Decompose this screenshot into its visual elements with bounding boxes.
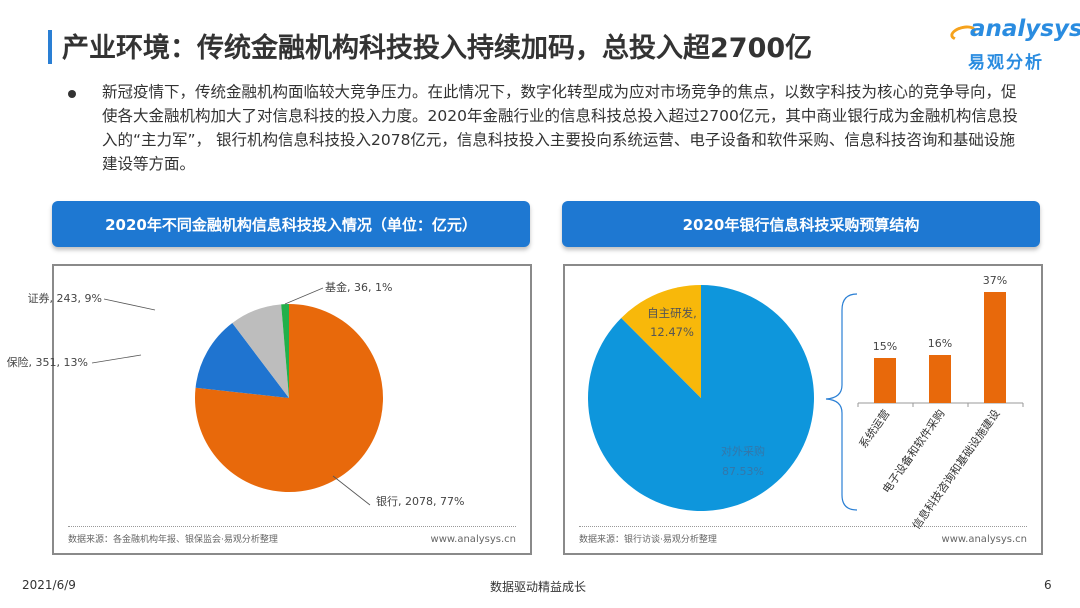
intro-paragraph: 新冠疫情下，传统金融机构面临较大竞争压力。在此情况下，数字化转型成为应对市场竞争… [102, 83, 1018, 173]
logo-text-en: analysys [970, 16, 1080, 42]
source-url: www.analysys.cn [941, 534, 1027, 545]
left-chart-header: 2020年不同金融机构信息科技投入情况（单位：亿元） [52, 201, 530, 247]
institution-slice-保险 [195, 323, 289, 398]
pie-label-对外采购: 87.53% [722, 465, 764, 478]
bar-电子设备和软件采购 [929, 355, 951, 403]
pie-label-证券: 证券, 243, 9% [28, 291, 102, 305]
bar-value-label: 15% [873, 340, 897, 353]
bar-信息科技咨询和基础设施建设 [984, 292, 1006, 403]
leader-line [284, 287, 324, 305]
analysys-logo: analysys 易观分析 [948, 14, 1080, 74]
divider [579, 526, 1027, 527]
right-chart-header: 2020年银行信息科技采购预算结构 [562, 201, 1040, 247]
bar-category-label: 电子设备和软件采购 [879, 407, 947, 496]
pie-label-自主研发: 自主研发, [647, 306, 697, 320]
footer-date: 2021/6/9 [22, 578, 76, 592]
institution-slice-证券 [232, 304, 289, 398]
bar-category-label: 系统运营 [856, 407, 893, 451]
page-title: 产业环境：传统金融机构科技投入持续加码，总投入超2700亿 [62, 33, 813, 64]
source-note: 数据来源：银行访谈·易观分析整理 [579, 535, 717, 545]
divider [68, 526, 516, 527]
bracket-connector [825, 293, 858, 511]
leader-line [91, 354, 142, 364]
institution-slice-基金 [281, 304, 289, 398]
procurement-slice-自主研发 [621, 285, 701, 398]
footer-slogan: 数据驱动精益成长 [490, 580, 587, 594]
logo-text-cn: 易观分析 [968, 53, 1044, 73]
pie-label-保险: 保险, 351, 13% [7, 355, 88, 369]
pie-label-基金: 基金, 36, 1% [325, 280, 392, 294]
pie-label-对外采购: 对外采购 [721, 444, 765, 458]
bar-系统运营 [874, 358, 896, 403]
bar-value-label: 37% [983, 274, 1007, 287]
pie-label-银行: 银行, 2078, 77% [376, 494, 464, 508]
bar-value-label: 16% [928, 337, 952, 350]
source-url: www.analysys.cn [430, 534, 516, 545]
pie-label-自主研发: 12.47% [650, 325, 694, 339]
page-number: 6 [1044, 578, 1052, 592]
title-accent-bar [48, 30, 52, 64]
source-note: 数据来源：各金融机构年报、银保监会·易观分析整理 [68, 535, 278, 545]
leader-line [103, 298, 156, 311]
leader-line [332, 475, 371, 506]
bullet-icon [68, 90, 76, 98]
